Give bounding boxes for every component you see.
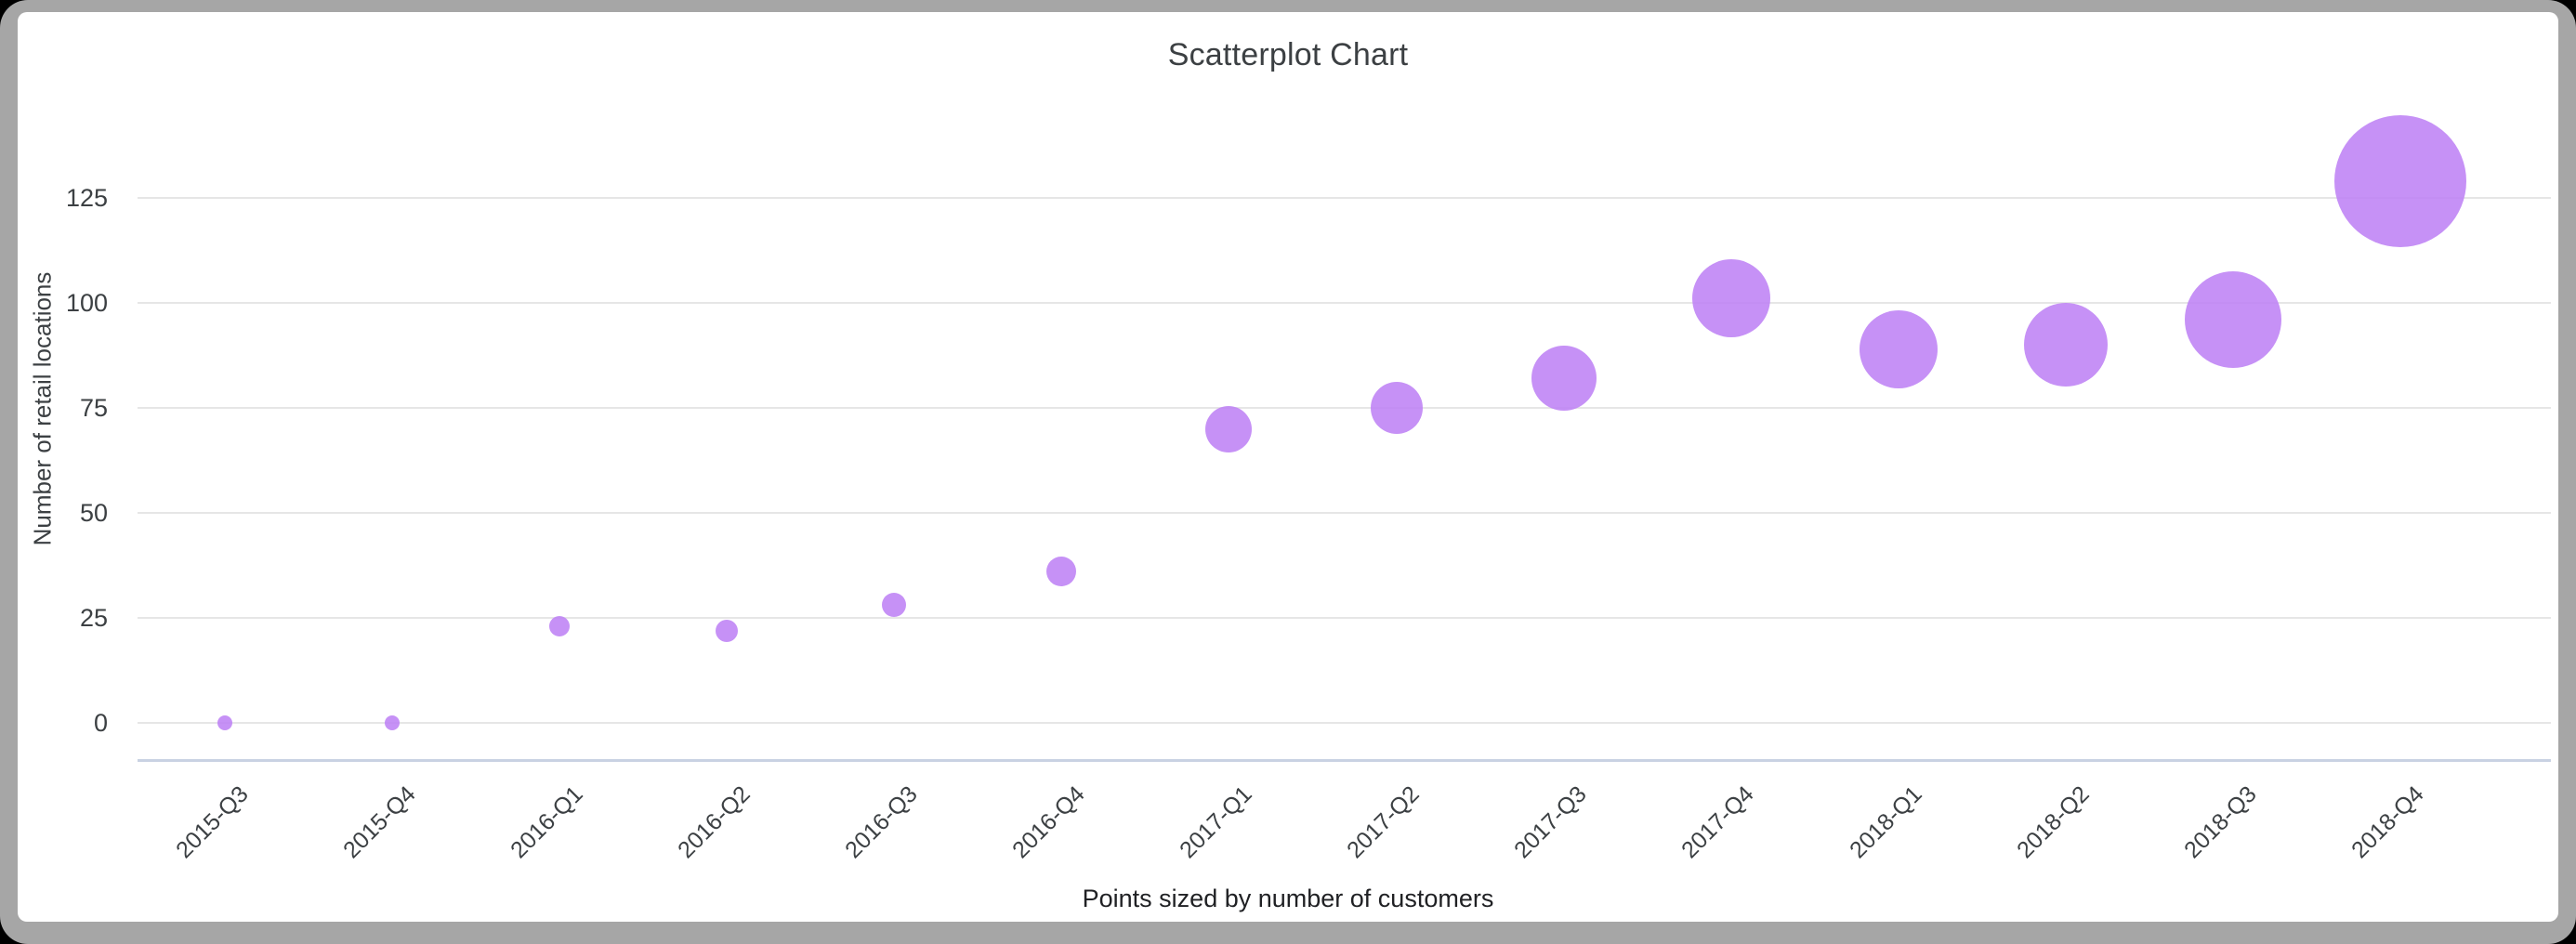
data-point-bubble-2015-Q4[interactable] xyxy=(385,715,401,730)
y-tick-label: 125 xyxy=(65,184,108,212)
data-point-bubble-2017-Q1[interactable] xyxy=(1205,405,1253,452)
y-tick-label: 0 xyxy=(93,709,108,737)
data-point-bubble-2017-Q2[interactable] xyxy=(1370,382,1423,434)
data-point-bubble-2018-Q2[interactable] xyxy=(2023,303,2108,387)
data-point-bubble-2016-Q2[interactable] xyxy=(716,619,739,642)
data-point-bubble-2018-Q1[interactable] xyxy=(1859,309,1938,388)
chart-title: Scatterplot Chart xyxy=(1167,37,1409,72)
gridline-y-125 xyxy=(138,197,2551,199)
gridline-y-25 xyxy=(138,617,2551,619)
data-point-bubble-2018-Q3[interactable] xyxy=(2184,271,2281,369)
y-tick-label: 100 xyxy=(65,289,108,317)
data-point-bubble-2017-Q4[interactable] xyxy=(1691,259,1770,338)
data-point-bubble-2015-Q3[interactable] xyxy=(217,715,232,730)
gridline-y-100 xyxy=(138,302,2551,304)
x-axis-baseline xyxy=(138,759,2551,762)
data-point-bubble-2018-Q4[interactable] xyxy=(2334,114,2467,247)
y-tick-label: 75 xyxy=(79,394,108,422)
x-axis-caption: Points sized by number of customers xyxy=(1082,885,1494,912)
data-point-bubble-2016-Q1[interactable] xyxy=(549,616,571,637)
y-tick-label: 25 xyxy=(79,604,108,632)
gridline-y-50 xyxy=(138,512,2551,514)
chart-card xyxy=(18,12,2558,922)
y-axis-title: Number of retail locations xyxy=(28,271,57,546)
data-point-bubble-2016-Q3[interactable] xyxy=(882,593,907,618)
data-point-bubble-2016-Q4[interactable] xyxy=(1046,557,1077,587)
gridline-y-75 xyxy=(138,407,2551,409)
data-point-bubble-2017-Q3[interactable] xyxy=(1531,346,1597,412)
gridline-y-0 xyxy=(138,722,2551,724)
y-tick-label: 50 xyxy=(79,499,108,527)
